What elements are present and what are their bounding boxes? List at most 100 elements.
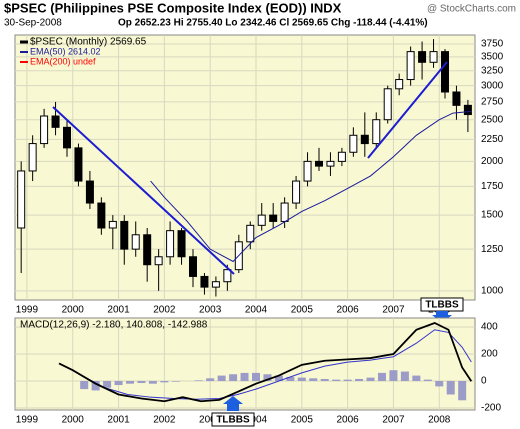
x-tick-label: 2006 — [337, 415, 360, 426]
y-tick-label: 2250 — [481, 134, 504, 145]
candle-body — [120, 220, 129, 250]
date: 30-Sep-2008 — [4, 18, 62, 29]
candle-body — [177, 230, 186, 258]
candle-body — [440, 51, 449, 93]
y-tick-label: 1750 — [481, 181, 504, 192]
chart-title: $PSEC (Philippines PSE Composite Index (… — [4, 0, 342, 15]
annotation-arrow — [432, 311, 452, 323]
histogram-bar — [320, 378, 329, 381]
histogram-bar — [366, 377, 375, 381]
y-tick-label: 200 — [481, 349, 498, 360]
histogram-bar — [446, 380, 455, 395]
candle-body — [131, 234, 140, 250]
candle-body — [463, 104, 472, 116]
histogram-bar — [229, 374, 238, 381]
histogram-bar — [423, 379, 432, 381]
x-tick-label: 2001 — [107, 305, 130, 316]
histogram-bar — [91, 380, 100, 391]
x-tick-label: 2007 — [382, 305, 405, 316]
candle-body — [166, 230, 175, 258]
histogram-bar — [148, 380, 157, 384]
y-tick-label: -200 — [481, 403, 501, 414]
candle-body — [337, 151, 346, 162]
histogram-bar — [126, 380, 134, 384]
histogram-bar — [332, 379, 341, 381]
y-tick-label: 0 — [481, 376, 487, 387]
y-tick-label: 3250 — [481, 65, 504, 76]
histogram-bar — [355, 378, 364, 381]
candle-body — [108, 220, 117, 229]
legend-label: EMA(50) 2614.02 — [30, 46, 101, 56]
candle-body — [372, 119, 381, 145]
x-tick-label: 2001 — [107, 415, 130, 426]
stats: Op 2652.23 Hi 2755.40 Lo 2342.46 Cl 2569… — [118, 18, 428, 29]
annotation: TLBBS — [425, 300, 459, 311]
x-tick-label: 2008 — [428, 415, 451, 426]
x-tick-label: 2003 — [199, 415, 222, 426]
histogram-bar — [114, 380, 123, 386]
histogram-bar — [286, 376, 295, 381]
histogram-bar — [240, 372, 249, 381]
line — [81, 329, 472, 400]
candle-body — [406, 51, 415, 81]
legend-label: $PSEC (Monthly) 2569.65 — [30, 37, 147, 48]
histogram-bar — [160, 380, 169, 383]
x-tick-label: 2007 — [382, 415, 405, 426]
histogram-bar — [251, 372, 260, 381]
candle-body — [257, 214, 266, 226]
annotation: TLBBS — [216, 415, 250, 426]
candle-body — [452, 91, 461, 106]
histogram-bar — [274, 375, 283, 381]
x-tick-label: 2000 — [62, 415, 85, 426]
x-tick-label: 2004 — [245, 415, 268, 426]
candle-body — [246, 224, 255, 243]
histogram-bar — [400, 371, 409, 381]
histogram-bar — [171, 380, 180, 382]
candle-body — [280, 202, 289, 222]
y-tick-label: 2500 — [481, 114, 504, 125]
histogram-bar — [412, 375, 421, 381]
histogram-bar — [458, 380, 467, 401]
plot-area — [14, 34, 476, 301]
line — [58, 322, 473, 403]
candle-body — [360, 134, 369, 145]
candle-body — [97, 202, 106, 229]
candle-body — [314, 160, 323, 167]
x-tick-label: 2006 — [337, 305, 360, 316]
histogram-bar — [343, 379, 352, 381]
y-tick-label: 400 — [481, 322, 498, 333]
x-tick-label: 2003 — [199, 305, 222, 316]
candle-body — [154, 256, 163, 266]
candle-body — [292, 180, 301, 204]
candle-body — [188, 256, 197, 277]
candle-body — [269, 214, 278, 222]
x-tick-label: 1999 — [16, 305, 39, 316]
y-tick-label: 1500 — [481, 210, 504, 221]
candle-body — [383, 88, 392, 121]
histogram-bar — [377, 372, 386, 381]
annotation-arrow — [223, 396, 243, 411]
y-tick-label: 3500 — [481, 52, 504, 63]
trendline — [52, 106, 235, 275]
candle-body — [51, 115, 60, 128]
y-tick-label: 3000 — [481, 80, 504, 91]
histogram-bar — [435, 380, 444, 387]
histogram-bar — [137, 380, 146, 384]
y-tick-label: 1250 — [481, 244, 504, 255]
candle-body — [143, 234, 152, 266]
histogram-bar — [389, 370, 398, 381]
x-tick-label: 1999 — [16, 415, 39, 426]
candle-body — [63, 126, 72, 149]
trendline — [367, 61, 448, 159]
y-tick-label: 1000 — [481, 285, 504, 296]
watermark: @ StockCharts.com — [427, 4, 516, 15]
x-tick-label: 2000 — [62, 305, 85, 316]
candle-body — [395, 79, 404, 90]
histogram-bar — [217, 375, 226, 381]
y-tick-label: 2750 — [481, 97, 504, 108]
candle-body — [40, 115, 49, 145]
x-tick-label: 2004 — [245, 305, 268, 316]
y-tick-label: 3750 — [481, 39, 504, 50]
legend-label: EMA(200) undef — [30, 56, 96, 66]
